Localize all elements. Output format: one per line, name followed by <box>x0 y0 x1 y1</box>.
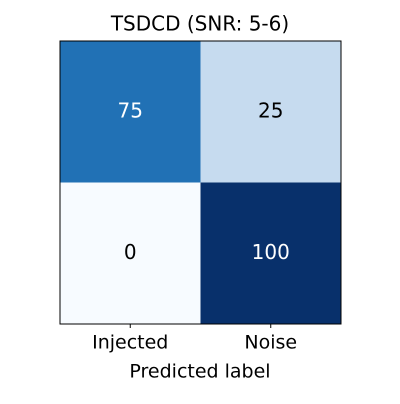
x-axis-label: Predicted label <box>129 361 270 383</box>
x-tick-label: Noise <box>244 332 297 354</box>
heatmap-cell <box>200 182 341 324</box>
cell-label: 0 <box>124 240 137 264</box>
cell-label: 75 <box>118 98 143 122</box>
cell-label: 100 <box>252 240 290 264</box>
heatmap-cell <box>200 41 341 183</box>
chart-title: TSDCD (SNR: 5-6) <box>110 12 289 36</box>
heatmap-cell <box>60 41 201 183</box>
x-tick-label: Injected <box>92 332 168 354</box>
heatmap-cell <box>60 182 201 324</box>
plot-frame <box>59 40 342 325</box>
cell-label: 25 <box>258 98 283 122</box>
